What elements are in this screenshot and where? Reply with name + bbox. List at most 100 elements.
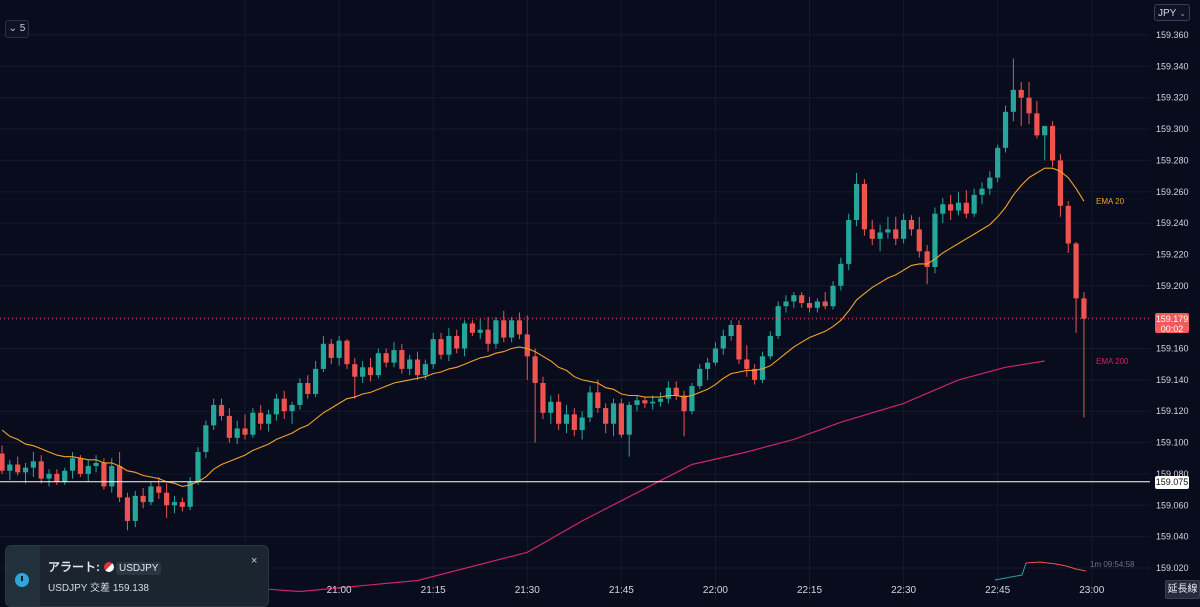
- candle-body: [469, 323, 475, 333]
- candle-body: [1002, 111, 1009, 148]
- candle: [1073, 241, 1079, 333]
- candle-body: [681, 395, 687, 412]
- candle-body: [861, 183, 867, 230]
- candle-body: [77, 458, 83, 474]
- candle-body: [869, 229, 875, 239]
- ema200-line: [190, 360, 1045, 593]
- time-tick-label: 22:15: [797, 585, 822, 596]
- candle-body: [164, 492, 170, 506]
- candle: [791, 292, 797, 308]
- candle-body: [603, 408, 609, 424]
- candle-body: [485, 329, 491, 344]
- candle: [320, 335, 327, 373]
- candle: [15, 456, 21, 476]
- candle: [579, 411, 585, 440]
- price-tick-label: 159.220: [1156, 249, 1189, 259]
- candle-body: [971, 194, 977, 214]
- candle: [712, 342, 719, 366]
- candle-body: [791, 295, 797, 302]
- time-tick-label: 21:00: [327, 585, 352, 596]
- candle: [109, 458, 115, 493]
- candle: [195, 447, 201, 485]
- candle-body: [477, 329, 483, 333]
- candle: [720, 329, 726, 355]
- candle: [226, 408, 232, 443]
- candlestick-series: [0, 58, 1087, 531]
- currency-value: JPY: [1158, 8, 1177, 19]
- candle: [995, 144, 1001, 183]
- candle-body: [650, 401, 656, 404]
- candle-body: [877, 232, 883, 239]
- candle-body: [838, 263, 844, 286]
- candle-body: [1057, 160, 1063, 206]
- candle: [211, 398, 217, 431]
- price-tick-label: 159.100: [1156, 438, 1189, 448]
- candle: [297, 378, 303, 410]
- extend-lines-button[interactable]: 延長線: [1165, 580, 1200, 599]
- candle-body: [242, 428, 248, 435]
- close-icon[interactable]: ×: [251, 555, 258, 567]
- candle-body: [344, 340, 350, 365]
- candle-body: [148, 486, 154, 503]
- chevron-down-icon: ⌄: [1179, 9, 1186, 18]
- candle-body: [273, 398, 279, 415]
- alert-symbol[interactable]: USDJPY: [116, 562, 162, 575]
- candle: [846, 213, 852, 271]
- candle: [1049, 121, 1056, 167]
- candle: [587, 386, 593, 423]
- candle-body: [22, 467, 29, 473]
- candle: [775, 301, 781, 340]
- candle: [7, 459, 13, 481]
- candle: [1002, 105, 1009, 153]
- candle-body: [383, 353, 389, 363]
- candle-body: [336, 340, 342, 358]
- candle-body: [806, 303, 813, 308]
- alert-title: アラート: USDJPY: [48, 558, 162, 575]
- alert-toast[interactable]: アラート: USDJPY USDJPY 交差 159.138 ×: [5, 545, 269, 607]
- candle: [1081, 292, 1087, 418]
- interval-selector[interactable]: ⌄ 5: [5, 20, 29, 38]
- candle: [673, 381, 679, 401]
- candle-body: [289, 404, 295, 412]
- candle-body: [767, 335, 773, 357]
- candle: [736, 320, 742, 365]
- candle-body: [940, 204, 946, 214]
- candle-body: [556, 401, 562, 424]
- candle-body: [744, 359, 750, 369]
- candle-body: [54, 473, 60, 482]
- candle-body: [1073, 243, 1079, 299]
- alert-message: USDJPY 交差 159.138: [48, 583, 149, 594]
- candle-body: [830, 285, 836, 307]
- candle-body: [360, 367, 366, 377]
- candle-body: [963, 202, 969, 214]
- time-tick-label: 21:15: [421, 585, 446, 596]
- candle: [650, 395, 656, 410]
- candle-body: [642, 400, 648, 404]
- candle: [375, 348, 381, 379]
- candle-body: [822, 301, 828, 307]
- candle-body: [211, 404, 217, 426]
- candle: [665, 381, 671, 404]
- currency-selector[interactable]: JPY ⌄: [1154, 4, 1190, 21]
- candle-body: [587, 392, 593, 418]
- candle: [477, 318, 483, 340]
- candle-body: [69, 458, 76, 471]
- candle: [681, 390, 687, 437]
- candle-body: [540, 382, 546, 413]
- us-jp-flag-icon: [104, 562, 114, 572]
- candle: [203, 420, 209, 459]
- price-tick-label: 159.080: [1156, 469, 1189, 479]
- time-tick-label: 21:45: [609, 585, 634, 596]
- candle-body: [218, 404, 225, 416]
- candle-body: [924, 251, 930, 267]
- candle: [132, 491, 138, 528]
- candle: [516, 312, 523, 340]
- ema20-polyline: [1, 167, 1085, 487]
- candle: [838, 257, 844, 291]
- candle: [869, 219, 875, 246]
- candle: [1065, 201, 1071, 253]
- time-tick-label: 22:45: [985, 585, 1010, 596]
- candle-body: [226, 415, 232, 438]
- candle: [85, 459, 91, 482]
